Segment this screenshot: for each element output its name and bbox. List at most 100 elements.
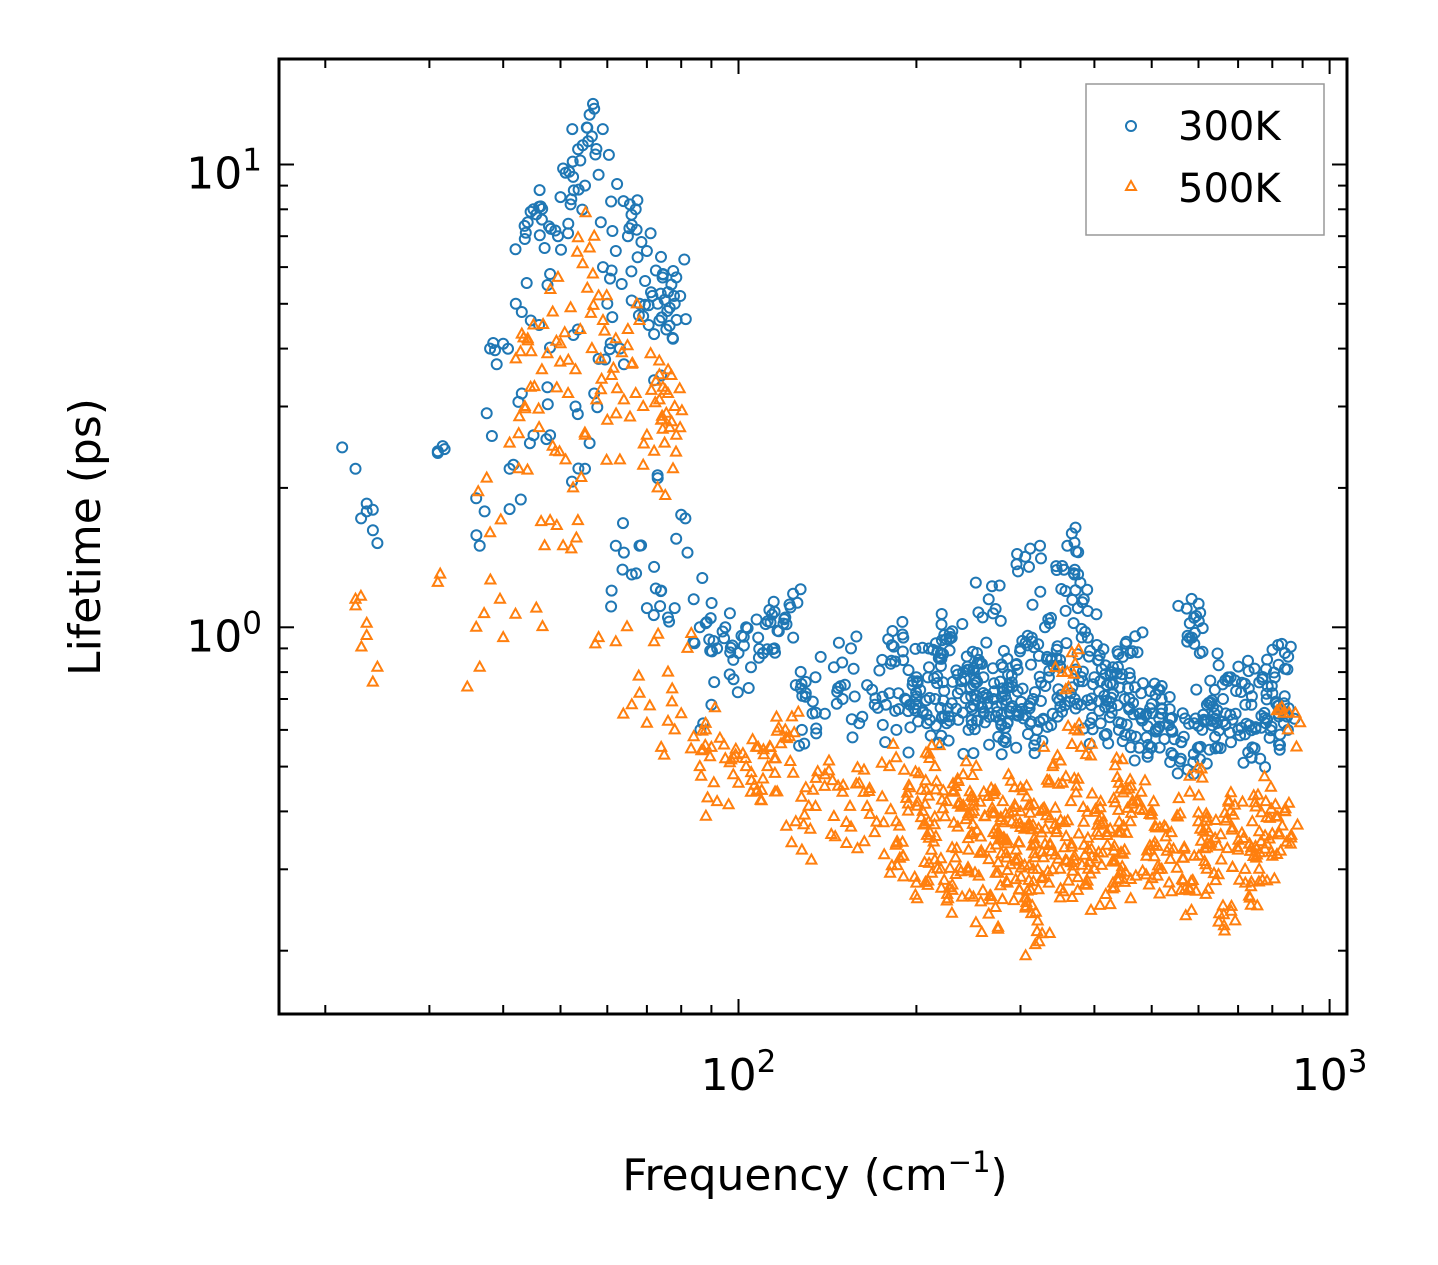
data-point-500k <box>1097 860 1107 869</box>
data-point-500k <box>597 374 607 383</box>
data-point-300k <box>937 609 947 619</box>
series-500k <box>351 207 1306 959</box>
data-point-500k <box>1179 842 1189 851</box>
data-point-500k <box>505 438 515 447</box>
data-point-300k <box>619 548 629 558</box>
data-point-500k <box>627 699 637 708</box>
data-point-500k <box>653 482 663 491</box>
data-point-500k <box>797 845 807 854</box>
data-point-500k <box>671 447 681 456</box>
data-point-500k <box>1021 950 1031 959</box>
data-point-300k <box>480 506 490 516</box>
data-point-500k <box>964 845 974 854</box>
data-point-500k <box>998 796 1008 805</box>
data-point-500k <box>634 671 644 680</box>
data-point-500k <box>479 608 489 617</box>
data-point-300k <box>596 217 606 227</box>
data-point-300k <box>642 246 652 256</box>
data-point-300k <box>1085 646 1095 656</box>
data-point-300k <box>874 666 884 676</box>
data-point-300k <box>611 246 621 256</box>
data-point-300k <box>788 589 798 599</box>
data-point-500k <box>1061 831 1071 840</box>
data-point-500k <box>811 801 821 810</box>
data-point-500k <box>1292 742 1302 751</box>
data-point-500k <box>806 855 816 864</box>
data-point-500k <box>841 838 851 847</box>
data-point-500k <box>1087 789 1097 798</box>
data-point-500k <box>372 662 382 671</box>
data-point-500k <box>545 515 555 524</box>
data-point-500k <box>1014 884 1024 893</box>
data-point-500k <box>675 383 685 392</box>
data-point-500k <box>660 438 670 447</box>
data-point-500k <box>1293 820 1303 829</box>
data-point-300k <box>848 732 858 742</box>
data-point-300k <box>905 722 915 732</box>
data-point-300k <box>633 252 643 262</box>
data-point-300k <box>1191 685 1201 695</box>
data-point-500k <box>642 718 652 727</box>
data-point-500k <box>482 473 492 482</box>
data-point-300k <box>997 749 1007 759</box>
data-point-500k <box>1114 817 1124 826</box>
data-point-500k <box>580 428 590 437</box>
data-point-500k <box>646 348 656 357</box>
data-point-500k <box>585 243 595 252</box>
data-point-300k <box>988 663 998 673</box>
data-point-300k <box>516 495 526 505</box>
data-point-300k <box>1239 758 1249 768</box>
data-point-500k <box>666 370 676 379</box>
data-point-500k <box>1260 771 1270 780</box>
data-point-300k <box>670 603 680 613</box>
data-point-300k <box>540 243 550 253</box>
data-point-300k <box>1035 587 1045 597</box>
data-point-300k <box>904 665 914 675</box>
data-point-500k <box>667 696 677 705</box>
data-point-500k <box>589 231 599 240</box>
data-point-500k <box>1238 797 1248 806</box>
data-point-500k <box>1240 864 1250 873</box>
data-point-500k <box>1276 846 1286 855</box>
data-point-300k <box>567 124 577 134</box>
data-point-300k <box>753 633 763 643</box>
data-point-500k <box>1010 782 1020 791</box>
legend-label-500k: 500K <box>1178 166 1282 212</box>
data-point-300k <box>816 652 826 662</box>
data-point-300k <box>505 504 515 514</box>
data-point-500k <box>623 324 633 333</box>
data-point-500k <box>772 712 782 721</box>
data-point-500k <box>590 638 600 647</box>
data-point-500k <box>1074 829 1084 838</box>
y-axis-label: Lifetime (ps) <box>60 398 111 676</box>
data-point-500k <box>1222 843 1232 852</box>
data-point-500k <box>1269 873 1279 882</box>
data-point-300k <box>1067 595 1077 605</box>
data-point-500k <box>1270 799 1280 808</box>
data-point-300k <box>640 276 650 286</box>
data-point-300k <box>604 150 614 160</box>
data-point-300k <box>1024 562 1034 572</box>
data-point-500k <box>1126 893 1136 902</box>
data-point-300k <box>655 601 665 611</box>
data-point-500k <box>485 575 495 584</box>
data-point-300k <box>1218 694 1228 704</box>
data-point-500k <box>1284 798 1294 807</box>
data-point-500k <box>534 422 544 431</box>
data-point-500k <box>797 792 807 801</box>
data-point-500k <box>663 716 673 725</box>
data-point-500k <box>1254 864 1264 873</box>
data-point-300k <box>689 594 699 604</box>
data-point-300k <box>850 692 860 702</box>
data-point-500k <box>758 774 768 783</box>
data-point-500k <box>845 801 855 810</box>
data-point-500k <box>578 258 588 267</box>
data-point-500k <box>785 756 795 765</box>
data-point-300k <box>1036 553 1046 563</box>
data-point-500k <box>1004 769 1014 778</box>
data-point-500k <box>748 734 758 743</box>
data-point-500k <box>1061 771 1071 780</box>
data-point-500k <box>514 428 524 437</box>
data-point-500k <box>1174 793 1184 802</box>
data-point-500k <box>548 307 558 316</box>
